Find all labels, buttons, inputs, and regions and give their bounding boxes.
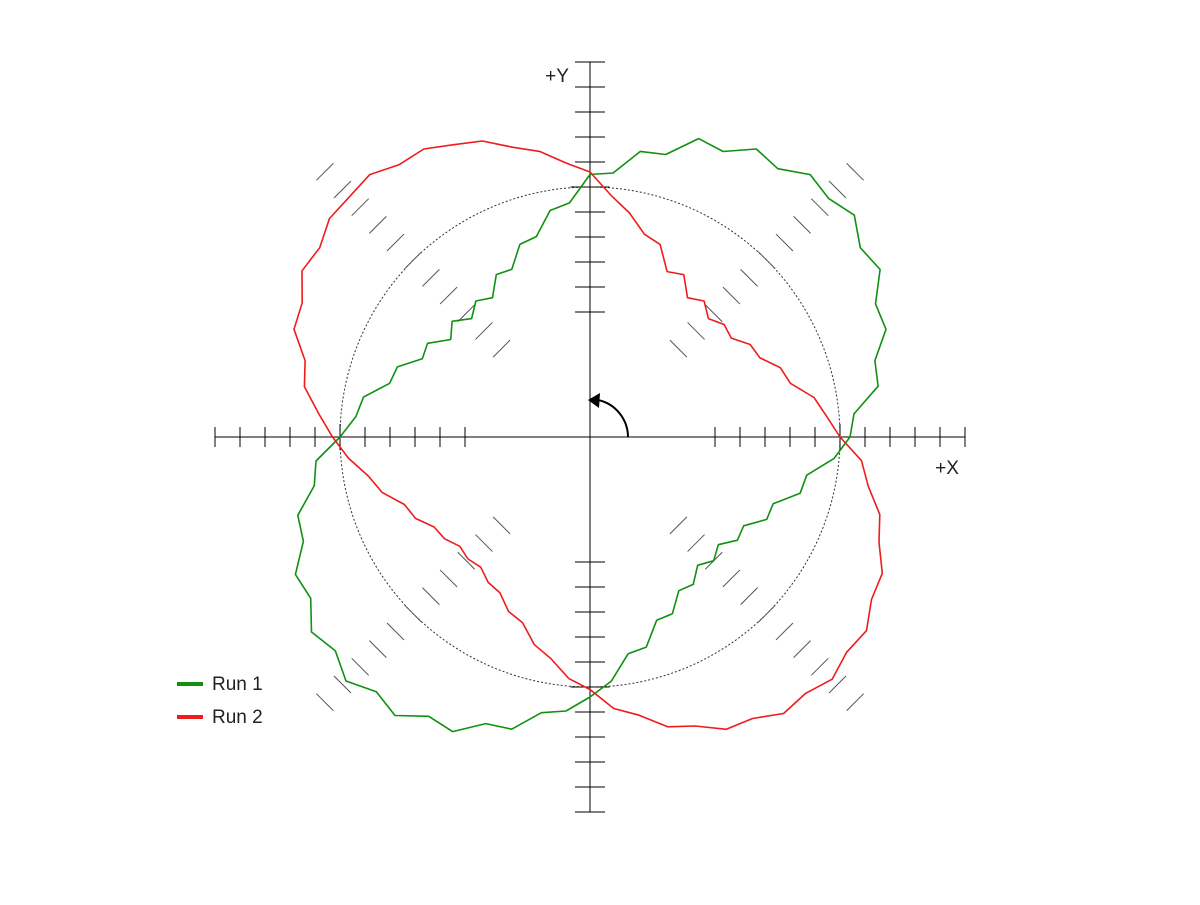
diagonal-tick [369, 640, 387, 658]
diagonal-tick [492, 516, 511, 535]
y-axis-label: +Y [545, 66, 569, 87]
diagonal-tick [810, 657, 829, 676]
diagonal-tick [422, 587, 440, 605]
diagonal-tick [793, 640, 811, 658]
diagonal-tick [351, 657, 370, 676]
diagonal-tick [828, 675, 847, 694]
diagonal-tick [757, 251, 776, 270]
diagonal-tick [775, 233, 794, 252]
legend-label: Run 1 [212, 674, 263, 695]
trace [294, 137, 887, 733]
diagonal-tick [475, 534, 493, 552]
legend-label: Run 2 [212, 707, 263, 728]
diagonal-tick [386, 233, 405, 252]
diagonal-tick [687, 534, 705, 552]
diagonal-tick [846, 162, 865, 181]
diagonal-tick [351, 198, 370, 217]
diagonal-tick [386, 622, 405, 641]
diagonal-tick [669, 339, 688, 358]
diagonal-tick [757, 604, 776, 623]
diagonal-tick [810, 198, 829, 217]
rotation-arrow [597, 399, 629, 438]
diagonal-tick [333, 180, 352, 199]
diagonal-tick [422, 269, 440, 287]
x-axis-label: +X [935, 458, 959, 479]
diagonal-tick [722, 569, 741, 588]
diagonal-tick [457, 551, 476, 570]
diagonal-tick [457, 304, 476, 323]
diagonal-tick [333, 675, 352, 694]
rotation-arrowhead [588, 393, 600, 408]
diagonal-tick [439, 286, 458, 305]
diagonal-tick [722, 286, 741, 305]
diagonal-tick [404, 251, 423, 270]
diagonal-tick [475, 322, 493, 340]
diagonal-tick [404, 604, 423, 623]
diagonal-tick [740, 269, 758, 287]
diagonal-tick [846, 693, 865, 712]
diagonal-tick [669, 516, 688, 535]
diagonal-tick [704, 304, 723, 323]
trace [293, 140, 884, 731]
diagonal-tick [369, 216, 387, 234]
diagonal-tick [828, 180, 847, 199]
diagonal-tick [793, 216, 811, 234]
diagonal-tick [687, 322, 705, 340]
diagonal-tick [492, 339, 511, 358]
diagonal-tick [775, 622, 794, 641]
diagonal-tick [315, 693, 334, 712]
diagonal-tick [740, 587, 758, 605]
diagonal-tick [315, 162, 334, 181]
diagonal-tick [439, 569, 458, 588]
